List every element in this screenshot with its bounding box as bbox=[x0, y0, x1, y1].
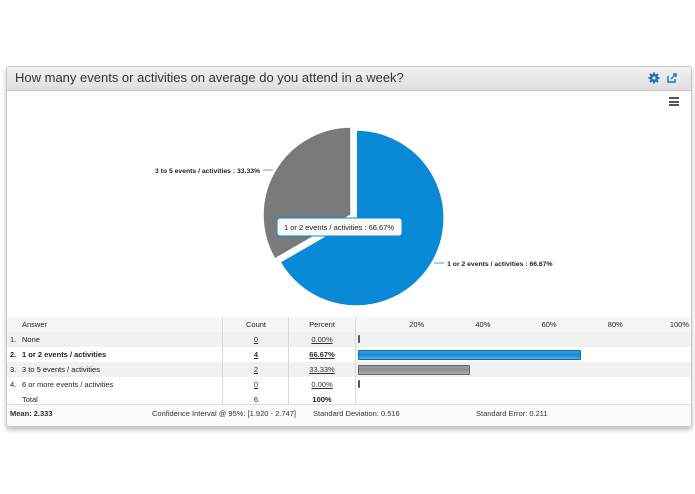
count-link[interactable]: 0 bbox=[253, 335, 259, 344]
row-number: 1. bbox=[10, 335, 17, 344]
percent-link[interactable]: 33.33% bbox=[309, 365, 335, 374]
table-row: 1. None 0 0.00% bbox=[7, 332, 691, 347]
percent-bar bbox=[358, 350, 581, 360]
confidence-interval-text: Confidence Interval @ 95%: [1.920 - 2.74… bbox=[152, 409, 296, 418]
export-icon[interactable] bbox=[666, 72, 678, 84]
count-header: Count bbox=[245, 320, 266, 329]
scale-label: 80% bbox=[607, 320, 623, 329]
pie-chart: 1 or 2 events / activities : 66.67% 3 to … bbox=[155, 126, 553, 307]
row-number: 2. bbox=[10, 350, 17, 359]
scale-label: 40% bbox=[475, 320, 491, 329]
percent-bar bbox=[358, 335, 360, 343]
std-deviation-text: Standard Deviation: 0.516 bbox=[313, 409, 400, 418]
chart-tooltip: 1 or 2 events / activities : 66.67% bbox=[276, 217, 403, 237]
table-row: 3. 3 to 5 events / activities 2 33.33% bbox=[7, 362, 691, 377]
row-number: 3. bbox=[10, 365, 17, 374]
tooltip-text: 1 or 2 events / activities : 66.67% bbox=[284, 223, 394, 232]
hamburger-menu-icon[interactable] bbox=[669, 97, 679, 106]
table-row: 2. 1 or 2 events / activities 4 66.67% bbox=[7, 347, 691, 362]
percent-header: Percent bbox=[309, 320, 335, 329]
scale-label: 100% bbox=[669, 320, 689, 329]
count-link[interactable]: 2 bbox=[253, 365, 259, 374]
question-title: How many events or activities on average… bbox=[15, 70, 404, 85]
answer-header: Answer bbox=[22, 320, 48, 329]
percent-link[interactable]: 66.67% bbox=[309, 350, 335, 359]
statistics-summary: Mean: 2.333 Confidence Interval @ 95%: [… bbox=[7, 404, 691, 425]
panel-header: How many events or activities on average… bbox=[7, 67, 691, 91]
mean-text: Mean: 2.333 bbox=[10, 409, 53, 418]
percent-link[interactable]: 0.00% bbox=[311, 335, 333, 344]
gear-icon[interactable] bbox=[648, 72, 660, 84]
percent-bar bbox=[358, 365, 471, 375]
count-link[interactable]: 0 bbox=[253, 380, 259, 389]
percent-link[interactable]: 0.00% bbox=[311, 380, 333, 389]
total-count: 6 bbox=[253, 395, 259, 404]
answer-text: 3 to 5 events / activities bbox=[22, 365, 100, 374]
answer-text: None bbox=[22, 335, 40, 344]
std-error-text: Standard Error: 0.211 bbox=[476, 409, 548, 418]
percent-bar bbox=[358, 380, 360, 388]
answer-text: 1 or 2 events / activities bbox=[22, 350, 107, 359]
scale-label: 60% bbox=[541, 320, 557, 329]
question-panel: How many events or activities on average… bbox=[6, 66, 692, 427]
table-row: 4. 6 or more events / activities 0 0.00% bbox=[7, 377, 691, 392]
table-header-row: Answer Count Percent 20% 40% 60% 80% 100% bbox=[7, 317, 691, 333]
count-link[interactable]: 4 bbox=[253, 350, 259, 359]
row-number: 4. bbox=[10, 380, 17, 389]
total-label: Total bbox=[22, 395, 38, 404]
total-row: Total 6 100% bbox=[7, 392, 691, 407]
pie-label-1: 1 or 2 events / activities : 66.67% bbox=[447, 261, 552, 268]
pie-label-2: 3 to 5 events / activities : 33.33% bbox=[155, 168, 260, 175]
answer-text: 6 or more events / activities bbox=[22, 380, 114, 389]
total-percent: 100% bbox=[312, 395, 332, 404]
scale-label: 20% bbox=[409, 320, 425, 329]
